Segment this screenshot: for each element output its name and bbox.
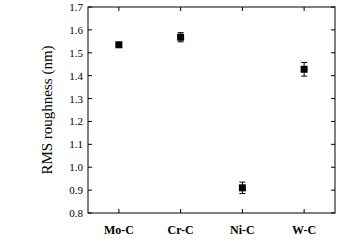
y-tick xyxy=(88,52,92,53)
y-tick xyxy=(88,75,92,76)
y-tick-right xyxy=(331,121,335,122)
y-tick-right xyxy=(331,167,335,168)
chart: 0.8 0.9 1.0 1.1 1.2 1.3 1.4 1.5 1.6 1.7 Mo-C Cr-C Ni… xyxy=(0,0,342,249)
x-tick-label: Cr-C xyxy=(168,223,194,237)
y-axis-label: RMS roughness (nm) xyxy=(39,45,56,174)
y-tick xyxy=(88,29,92,30)
y-tick xyxy=(88,98,92,99)
y-tick-label: 1.5 xyxy=(69,47,83,59)
y-tick-right xyxy=(331,29,335,30)
y-tick xyxy=(88,190,92,191)
point xyxy=(177,34,184,41)
y-tick-right xyxy=(331,52,335,53)
y-tick-right xyxy=(331,7,335,8)
marks xyxy=(115,33,307,194)
x-tick xyxy=(180,209,181,213)
x-tick-top xyxy=(304,7,305,11)
x-tick xyxy=(242,209,243,213)
y-tick-right xyxy=(331,75,335,76)
y-tick xyxy=(88,7,92,8)
y-tick-label: 1.2 xyxy=(69,115,83,127)
y-tick-label: 1.7 xyxy=(69,1,83,13)
y-tick-label: 1.4 xyxy=(69,70,83,82)
point xyxy=(239,184,246,191)
y-tick xyxy=(88,121,92,122)
x-tick-top xyxy=(118,7,119,11)
error-cap xyxy=(301,76,307,77)
x-tick xyxy=(118,209,119,213)
y-tick-right xyxy=(331,144,335,145)
error-bar xyxy=(178,33,184,42)
x-tick-top xyxy=(180,7,181,11)
error-cap xyxy=(178,41,184,42)
x-tick-label: Ni-C xyxy=(230,223,255,237)
error-bar xyxy=(301,62,307,76)
y-tick-right xyxy=(331,98,335,99)
error-cap xyxy=(239,182,245,183)
x-tick-top xyxy=(242,7,243,11)
error-cap xyxy=(301,62,307,63)
plot-frame xyxy=(88,7,335,213)
error-cap xyxy=(178,32,184,33)
x-tick-label: W-C xyxy=(292,223,316,237)
y-tick-label: 0.8 xyxy=(69,207,83,219)
point xyxy=(115,41,122,48)
point xyxy=(301,66,308,73)
y-tick-label: 1.3 xyxy=(69,93,83,105)
y-tick-label: 1.6 xyxy=(69,24,83,36)
y-tick xyxy=(88,167,92,168)
y-tick-right xyxy=(331,213,335,214)
y-tick-right xyxy=(331,190,335,191)
x-tick-label: Mo-C xyxy=(104,223,134,237)
y-tick-label: 0.9 xyxy=(69,184,83,196)
error-cap xyxy=(239,193,245,194)
x-tick xyxy=(304,209,305,213)
y-tick xyxy=(88,144,92,145)
y-tick xyxy=(88,213,92,214)
y-tick-label: 1.1 xyxy=(69,138,83,150)
y-tick-label: 1.0 xyxy=(69,161,83,173)
error-bar xyxy=(239,182,245,193)
